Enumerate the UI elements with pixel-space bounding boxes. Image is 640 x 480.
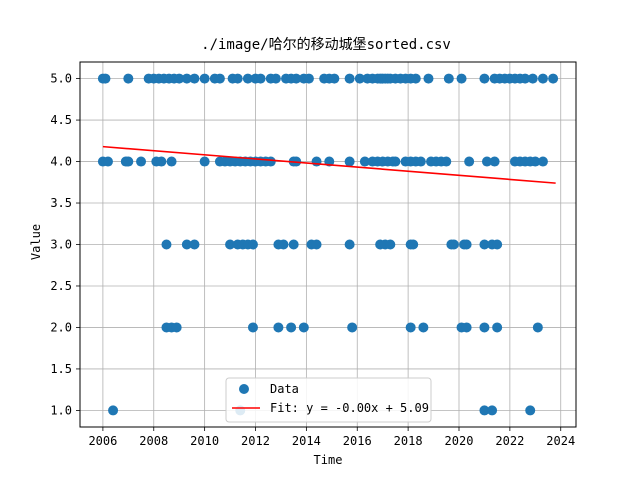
data-point — [167, 157, 177, 167]
data-point — [329, 74, 339, 84]
x-tick-label: 2024 — [546, 434, 575, 448]
data-point — [161, 240, 171, 250]
data-point — [538, 74, 548, 84]
data-point — [108, 405, 118, 415]
x-tick-label: 2016 — [343, 434, 372, 448]
data-point — [525, 405, 535, 415]
y-tick-label: 5.0 — [50, 72, 72, 86]
data-point — [278, 240, 288, 250]
y-tick-label: 4.5 — [50, 113, 72, 127]
chart-title: ./image/哈尔的移动城堡sorted.csv — [201, 37, 451, 53]
data-point — [304, 74, 314, 84]
data-point — [408, 240, 418, 250]
data-point — [479, 322, 489, 332]
x-tick-label: 2014 — [292, 434, 321, 448]
data-point — [345, 240, 355, 250]
y-axis-label: Value — [29, 224, 43, 260]
y-tick-label: 1.5 — [50, 362, 72, 376]
x-tick-label: 2018 — [394, 434, 423, 448]
data-point — [423, 74, 433, 84]
data-point — [490, 157, 500, 167]
data-point — [299, 322, 309, 332]
legend-box — [226, 378, 431, 422]
x-axis-label: Time — [314, 453, 343, 467]
data-point — [418, 322, 428, 332]
x-tick-label: 2010 — [190, 434, 219, 448]
data-point — [266, 157, 276, 167]
legend-marker-data — [239, 384, 249, 394]
data-point — [385, 240, 395, 250]
data-point — [312, 157, 322, 167]
data-point — [248, 240, 258, 250]
data-point — [479, 74, 489, 84]
data-point — [345, 74, 355, 84]
data-point — [548, 74, 558, 84]
x-tick-label: 2012 — [241, 434, 270, 448]
data-point — [462, 240, 472, 250]
y-tick-label: 2.5 — [50, 279, 72, 293]
data-point — [457, 74, 467, 84]
data-point — [103, 157, 113, 167]
data-point — [312, 240, 322, 250]
data-point — [273, 322, 283, 332]
data-point — [123, 157, 133, 167]
data-point — [248, 322, 258, 332]
legend-label-data: Data — [270, 382, 299, 396]
data-point — [538, 157, 548, 167]
data-point — [200, 157, 210, 167]
data-point — [492, 322, 502, 332]
data-point — [100, 74, 110, 84]
data-point — [189, 74, 199, 84]
legend-label-fit: Fit: y = -0.00x + 5.09 — [270, 401, 429, 415]
data-point — [123, 74, 133, 84]
data-point — [444, 74, 454, 84]
data-point — [390, 157, 400, 167]
data-point — [411, 74, 421, 84]
data-point — [345, 157, 355, 167]
x-tick-label: 2020 — [445, 434, 474, 448]
data-point — [528, 74, 538, 84]
data-point — [200, 74, 210, 84]
data-point — [406, 322, 416, 332]
data-point — [347, 322, 357, 332]
x-tick-label: 2006 — [88, 434, 117, 448]
data-point — [286, 322, 296, 332]
legend: Data Fit: y = -0.00x + 5.09 — [226, 378, 431, 422]
y-tick-label: 4.0 — [50, 155, 72, 169]
data-point — [462, 322, 472, 332]
data-point — [233, 74, 243, 84]
data-point — [533, 322, 543, 332]
data-point — [487, 405, 497, 415]
y-tick-label: 3.0 — [50, 238, 72, 252]
x-tick-label: 2022 — [495, 434, 524, 448]
data-point — [289, 240, 299, 250]
data-point — [156, 157, 166, 167]
data-point — [464, 157, 474, 167]
y-tick-label: 1.0 — [50, 403, 72, 417]
data-point — [172, 322, 182, 332]
data-point — [416, 157, 426, 167]
data-point — [271, 74, 281, 84]
data-point — [441, 157, 451, 167]
data-point — [136, 157, 146, 167]
data-point — [492, 240, 502, 250]
y-tick-label: 3.5 — [50, 196, 72, 210]
data-point — [189, 240, 199, 250]
y-tick-label: 2.0 — [50, 320, 72, 334]
data-point — [256, 74, 266, 84]
data-point — [449, 240, 459, 250]
data-point — [215, 74, 225, 84]
x-tick-label: 2008 — [139, 434, 168, 448]
